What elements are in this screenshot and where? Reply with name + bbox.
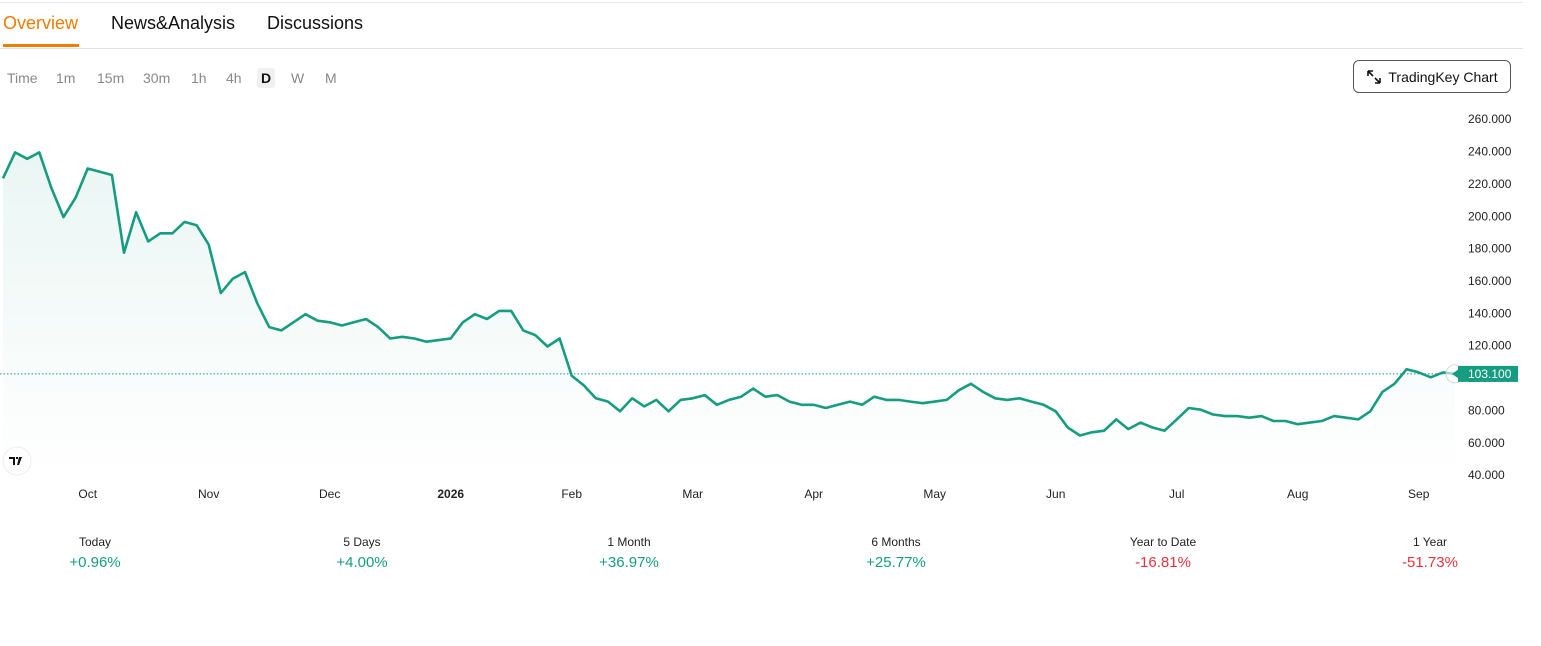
x-tick-label: Apr: [804, 487, 823, 501]
y-tick-label: 80.000: [1468, 403, 1505, 417]
y-tick-label: 40.000: [1468, 468, 1505, 482]
performance-label: 1 Year: [1412, 535, 1448, 549]
timeframe[interactable]: M: [325, 70, 337, 86]
y-tick-label: 60.000: [1468, 436, 1505, 450]
performance-value: -16.81%: [1135, 554, 1191, 571]
performance-value: +36.97%: [599, 554, 659, 571]
performance-label: Today: [78, 535, 112, 549]
y-tick-label: 260.000: [1468, 112, 1512, 126]
y-tick-label: 200.000: [1468, 209, 1512, 223]
y-tick-label: 140.000: [1468, 306, 1512, 320]
last-price-badge-tip: [1452, 368, 1459, 379]
x-tick-label: Aug: [1287, 487, 1308, 501]
performance-value: +25.77%: [866, 554, 926, 571]
area: [3, 152, 1455, 476]
x-tick-label: Jul: [1169, 487, 1184, 501]
timeframe[interactable]: 4h: [226, 70, 242, 86]
last-price-badge: [1458, 365, 1518, 382]
price-chart: 260.000 240.000 220.000 200.000 180.000 160.0…: [0, 112, 1518, 501]
tab[interactable]: Discussions: [267, 13, 364, 33]
x-tick-label: Nov: [198, 487, 219, 501]
x-tick-label: Dec: [319, 487, 340, 501]
tab-divider: [0, 48, 1523, 49]
performance-label: 6 Months: [871, 535, 921, 549]
performance-value: +4.00%: [336, 554, 388, 571]
tab-underline: [3, 44, 79, 47]
x-tick-label: May: [923, 487, 946, 501]
y-tick-label: 220.000: [1468, 177, 1512, 191]
performance-value: +0.96%: [69, 554, 121, 571]
performance-label: 1 Month: [607, 535, 651, 549]
tradingkey-chart-button[interactable]: TradingKey Chart: [1353, 60, 1511, 93]
x-tick-label: Feb: [561, 487, 582, 501]
y-tick-label: 120.000: [1468, 339, 1512, 353]
x-tick-label: Oct: [78, 487, 97, 501]
button-label: TradingKey Chart: [1388, 68, 1498, 85]
expand-icon: [1367, 69, 1382, 84]
timeframe[interactable]: 1m: [56, 70, 76, 86]
price-line: [1, 151, 1456, 437]
tab[interactable]: Overview: [3, 13, 79, 33]
x-tick-label: 2026: [437, 487, 464, 501]
x-tick-label: Jun: [1046, 487, 1065, 501]
timeframe[interactable]: 30m: [143, 70, 171, 86]
performance-value: -51.73%: [1402, 554, 1458, 571]
timeframe[interactable]: D: [257, 68, 276, 88]
performance-label: 5 Days: [343, 535, 381, 549]
timeframe[interactable]: 15m: [97, 70, 125, 86]
y-tick-label: 240.000: [1468, 145, 1512, 159]
timeframe[interactable]: 1h: [191, 70, 207, 86]
y-tick-label: 180.000: [1468, 242, 1512, 256]
top-border: [0, 2, 1523, 3]
timeframe[interactable]: Time: [7, 70, 38, 86]
timeframe[interactable]: W: [291, 70, 305, 86]
x-tick-label: Sep: [1408, 487, 1430, 501]
last-price-label: 103.100: [1468, 367, 1512, 381]
y-tick-label: 160.000: [1468, 274, 1512, 288]
performance-label: Year to Date: [1129, 535, 1197, 549]
tab[interactable]: News&Analysis: [111, 13, 236, 33]
x-tick-label: Mar: [682, 487, 703, 501]
